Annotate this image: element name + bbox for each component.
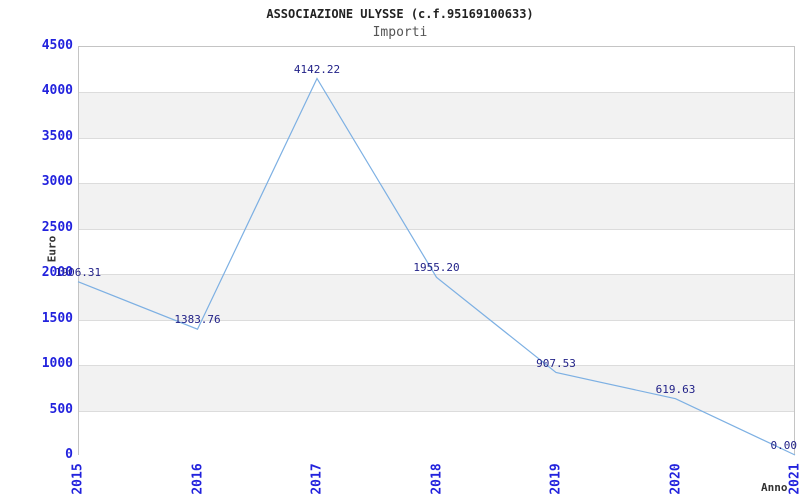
gridline [79, 228, 794, 230]
y-axis-tick-label: 3500 [41, 128, 73, 144]
gridline [79, 319, 794, 321]
gridline [79, 92, 794, 94]
line-series [77, 77, 796, 456]
data-point-label: 1383.76 [174, 313, 221, 327]
y-axis-tick-label: 0 [65, 447, 73, 462]
y-axis-tick-label: 2500 [41, 219, 73, 235]
chart-title: ASSOCIAZIONE ULYSSE (c.f.95169100633) [266, 7, 534, 21]
y-axis-tick-label: 4000 [41, 83, 73, 99]
grid-band [79, 228, 794, 275]
data-point-label: 1955.20 [413, 261, 460, 275]
y-axis-tick-label: 500 [49, 401, 73, 417]
grid-band [79, 137, 794, 184]
data-point-label: 0.00 [770, 439, 798, 452]
chart-subtitle: Importi [372, 25, 428, 40]
y-axis-tick-label: 3000 [41, 174, 73, 190]
grid-band [79, 92, 794, 138]
y-axis-tick-label: 1500 [41, 310, 73, 326]
grid-band [79, 410, 794, 456]
data-point-label: 4142.22 [293, 62, 341, 76]
y-axis-tick-label: 2000 [41, 265, 73, 281]
grid-band [79, 274, 794, 320]
gridline [79, 410, 794, 412]
data-point-label: 907.53 [536, 356, 576, 370]
x-axis-title: Anno [761, 481, 788, 494]
grid-band [79, 183, 794, 229]
grid-band [79, 47, 794, 93]
data-point-label: 1906.31 [54, 265, 102, 279]
gridline [79, 183, 794, 185]
data-point-label: 619.63 [655, 382, 696, 396]
grid-band [79, 365, 794, 411]
gridline [79, 274, 794, 276]
gridline [79, 365, 794, 367]
y-axis-tick-label: 1000 [41, 356, 73, 372]
gridline [79, 137, 794, 139]
y-axis-tick-label: 4500 [41, 38, 73, 53]
